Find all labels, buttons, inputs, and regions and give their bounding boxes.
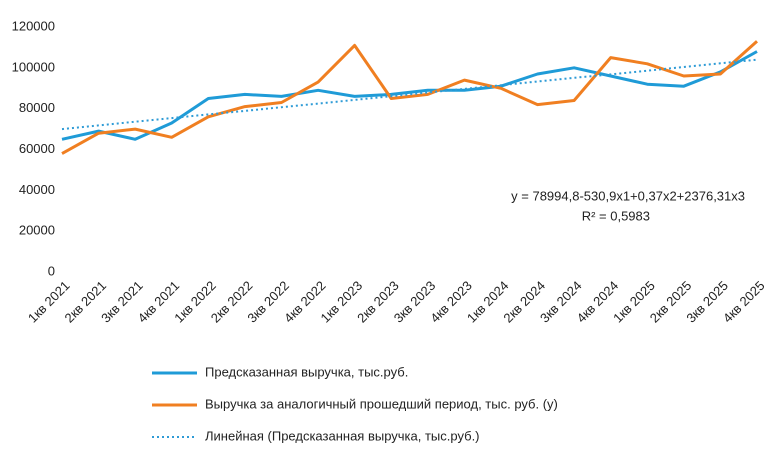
y-tick-label: 120000 [12, 18, 55, 33]
y-tick-label: 40000 [19, 182, 55, 197]
series-line [61, 50, 758, 141]
y-tick-label: 80000 [19, 100, 55, 115]
legend-label: Линейная (Предсказанная выручка, тыс.руб… [205, 428, 480, 443]
y-tick-label: 0 [48, 263, 55, 278]
y-tick-label: 100000 [12, 59, 55, 74]
legend-label: Выручка за аналогичный прошедший период,… [205, 396, 558, 411]
r-squared: R² = 0,5983 [582, 208, 650, 223]
series-line [61, 58, 758, 131]
y-tick-label: 60000 [19, 141, 55, 156]
legend-label: Предсказанная выручка, тыс.руб. [205, 364, 408, 379]
series-line [61, 40, 758, 155]
equation: y = 78994,8-530,9x1+0,37x2+2376,31x3 [511, 188, 745, 203]
y-tick-label: 20000 [19, 223, 55, 238]
